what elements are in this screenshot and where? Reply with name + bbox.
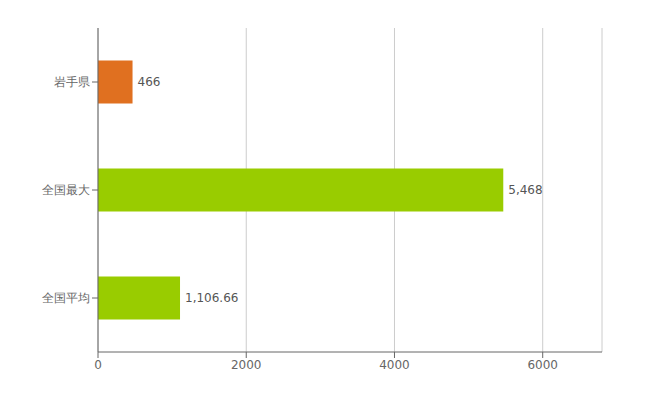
svg-text:全国平均: 全国平均 [42, 291, 90, 305]
svg-text:0: 0 [94, 358, 102, 372]
svg-text:6000: 6000 [527, 358, 558, 372]
svg-text:2000: 2000 [231, 358, 262, 372]
svg-text:5,468: 5,468 [508, 183, 542, 197]
svg-text:4000: 4000 [379, 358, 410, 372]
svg-text:全国最大: 全国最大 [42, 183, 90, 197]
svg-text:466: 466 [138, 75, 161, 89]
svg-text:岩手県: 岩手県 [54, 75, 90, 89]
svg-text:1,106.66: 1,106.66 [185, 291, 238, 305]
